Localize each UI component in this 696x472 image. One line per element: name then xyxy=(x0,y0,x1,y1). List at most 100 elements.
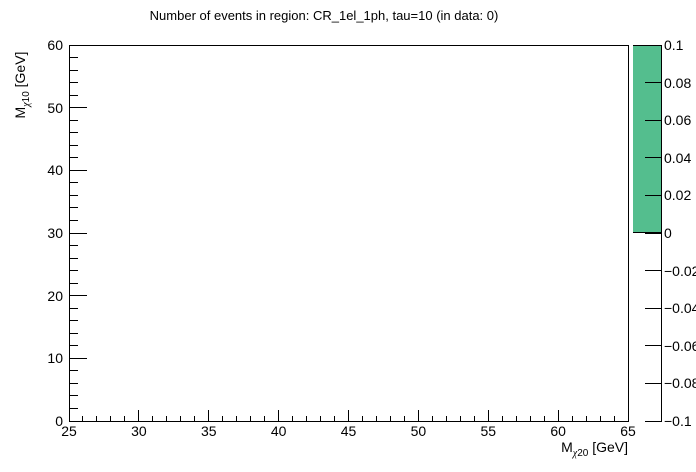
y-axis-minor-tick xyxy=(70,320,78,322)
y-axis-minor-tick xyxy=(70,395,78,397)
y-axis-title-unit: [GeV] xyxy=(12,51,28,92)
y-axis-major-tick xyxy=(70,232,87,234)
colorbar-tick-label: −0.1 xyxy=(664,413,692,429)
x-axis-minor-tick xyxy=(403,416,405,421)
y-axis-major-tick xyxy=(70,107,87,109)
x-axis-minor-tick xyxy=(543,416,545,421)
x-axis-minor-tick xyxy=(585,416,587,421)
colorbar-tick-label: 0.06 xyxy=(664,112,692,129)
x-axis-minor-tick xyxy=(375,416,377,421)
x-axis-title-subscript: χ20 xyxy=(573,448,589,459)
colorbar-tick xyxy=(645,194,661,196)
plot-title: Number of events in region: CR_1el_1ph, … xyxy=(149,8,499,23)
x-axis-tick-label: 55 xyxy=(480,423,497,439)
x-axis-title-subscript-index: 20 xyxy=(577,448,589,459)
x-axis-minor-tick xyxy=(194,416,196,421)
y-axis-minor-tick xyxy=(70,245,78,247)
y-axis-minor-tick xyxy=(70,219,78,221)
x-axis-minor-tick xyxy=(110,416,112,421)
colorbar-tick-label: −0.02 xyxy=(664,262,696,279)
x-axis-minor-tick xyxy=(320,416,322,421)
colorbar-tick-label: 0.08 xyxy=(664,74,692,91)
colorbar-tick-label: 0.02 xyxy=(664,187,692,204)
x-axis-minor-tick xyxy=(166,416,168,421)
y-axis-minor-tick xyxy=(70,157,78,159)
y-axis-tick-label: 20 xyxy=(47,287,63,304)
x-axis-tick-label: 60 xyxy=(550,423,566,439)
x-axis-major-tick xyxy=(627,410,629,421)
x-axis-major-tick xyxy=(348,410,349,421)
colorbar-tick-label: 0.04 xyxy=(664,149,692,166)
y-axis-minor-tick xyxy=(70,69,78,71)
colorbar-tick xyxy=(645,82,661,84)
colorbar-tick-label: −0.08 xyxy=(664,375,696,392)
colorbar-tick xyxy=(645,345,661,347)
y-axis-tick-label: 40 xyxy=(47,162,63,179)
x-axis-minor-tick xyxy=(431,416,433,421)
x-axis-tick-label: 50 xyxy=(410,423,427,439)
colorbar-tick-label: 0 xyxy=(664,225,672,241)
colorbar-tick xyxy=(645,119,661,121)
y-axis-minor-tick xyxy=(70,382,78,384)
x-axis-minor-tick xyxy=(306,416,308,421)
x-axis-minor-tick xyxy=(222,416,224,421)
x-axis-tick-label: 30 xyxy=(131,423,147,439)
x-axis-minor-tick xyxy=(250,416,252,421)
y-axis-minor-tick xyxy=(70,144,78,146)
y-axis-minor-tick xyxy=(70,332,78,334)
x-axis-minor-tick xyxy=(124,416,126,421)
colorbar-tick xyxy=(645,420,661,422)
colorbar-tick xyxy=(645,232,661,234)
x-axis-major-tick xyxy=(557,410,559,421)
y-axis-tick-label: 10 xyxy=(47,350,63,367)
y-axis-minor-tick xyxy=(70,407,78,409)
colorbar-tick-label: −0.04 xyxy=(664,300,696,317)
colorbar-axis-line xyxy=(661,45,662,422)
chi-symbol: χ xyxy=(572,448,578,459)
colorbar-tick xyxy=(645,307,661,309)
x-axis-minor-tick xyxy=(459,416,461,421)
x-axis-minor-tick xyxy=(389,416,391,421)
y-axis-minor-tick xyxy=(70,257,78,259)
x-axis-major-tick xyxy=(208,410,210,421)
y-axis-minor-tick xyxy=(70,282,78,284)
x-axis-major-tick xyxy=(138,410,140,421)
y-axis-minor-tick xyxy=(70,94,78,96)
x-axis-minor-tick xyxy=(152,416,154,421)
y-axis-minor-tick xyxy=(70,370,78,372)
x-axis-minor-tick xyxy=(515,416,517,421)
y-axis-minor-tick xyxy=(70,194,78,196)
y-axis-major-tick xyxy=(70,44,87,46)
y-axis-tick-label: 60 xyxy=(47,37,63,53)
x-axis-tick-label: 65 xyxy=(620,423,636,439)
x-axis-major-tick xyxy=(278,410,280,421)
colorbar-fill xyxy=(633,45,661,233)
y-axis-minor-tick xyxy=(70,182,78,184)
colorbar-tick xyxy=(645,157,661,159)
x-axis-minor-tick xyxy=(292,416,294,421)
y-axis-major-tick xyxy=(70,295,87,297)
x-axis-tick-label: 25 xyxy=(61,423,77,439)
x-axis-minor-tick xyxy=(571,416,573,421)
y-axis-tick-label: 30 xyxy=(47,225,63,241)
x-axis-minor-tick xyxy=(82,416,84,421)
x-axis-major-tick xyxy=(68,410,70,421)
y-axis-major-tick xyxy=(70,420,87,422)
x-axis-minor-tick xyxy=(599,416,601,421)
x-axis-minor-tick xyxy=(361,416,363,421)
y-axis-minor-tick xyxy=(70,132,78,134)
x-axis-tick-label: 40 xyxy=(270,423,287,439)
x-axis-minor-tick xyxy=(501,416,503,421)
x-axis-minor-tick xyxy=(613,416,615,421)
x-axis-minor-tick xyxy=(236,416,238,421)
x-axis-minor-tick xyxy=(180,416,182,421)
y-axis-minor-tick xyxy=(70,57,78,59)
x-axis-title: Mχ20 [GeV] xyxy=(561,439,628,459)
colorbar-tick-label: 0.1 xyxy=(664,37,684,53)
x-axis-tick-label: 45 xyxy=(340,423,357,439)
x-axis-major-tick xyxy=(417,410,419,421)
x-axis-minor-tick xyxy=(96,416,98,421)
y-axis-major-tick xyxy=(70,357,87,359)
y-axis-minor-tick xyxy=(70,270,78,272)
